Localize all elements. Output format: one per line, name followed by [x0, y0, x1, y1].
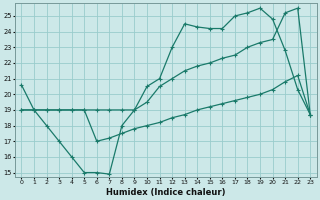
X-axis label: Humidex (Indice chaleur): Humidex (Indice chaleur): [106, 188, 226, 197]
